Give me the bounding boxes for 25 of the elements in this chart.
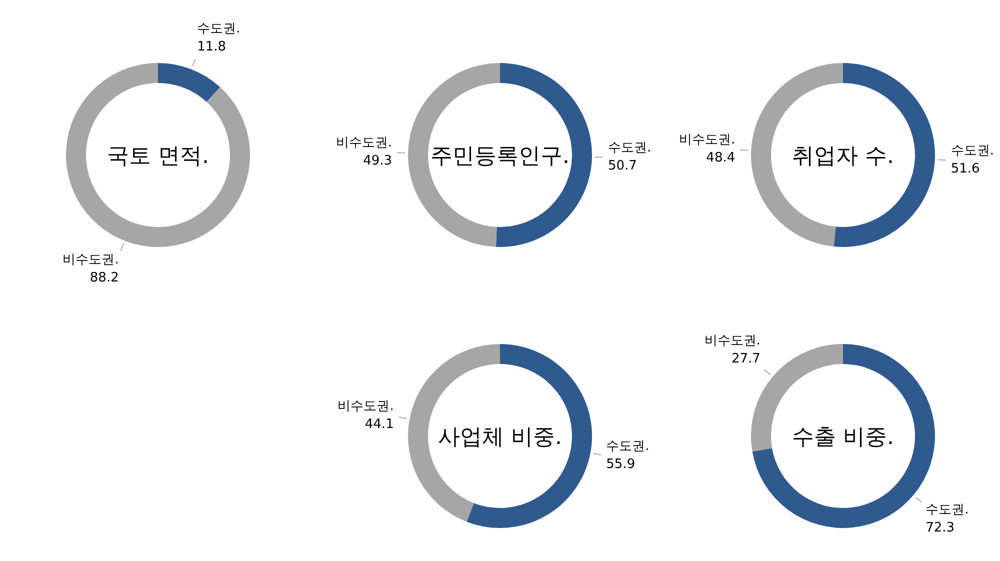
- text: 취업자 수.: [792, 144, 894, 169]
- text: 주민등록인구.: [430, 144, 570, 169]
- data-label: 50.7: [608, 158, 637, 174]
- data-label: 44.1: [364, 417, 394, 432]
- data-label: 27.7: [731, 351, 760, 366]
- slice-label: 비수도권.: [678, 132, 736, 148]
- data-label: 11.8: [197, 39, 226, 54]
- data-label: 51.6: [950, 161, 980, 176]
- slice-label: 비수도권.: [704, 333, 760, 348]
- data-label: 55.9: [606, 456, 636, 472]
- slice-label: 수도권.: [608, 140, 652, 156]
- text: 수출 비중.: [792, 425, 894, 450]
- slice-label: 수도권.: [197, 21, 240, 36]
- data-label: 72.3: [926, 520, 955, 536]
- slice-label: 비수도권.: [336, 136, 392, 151]
- data-label: 49.3: [363, 154, 392, 169]
- slice-label: 비수도권.: [62, 252, 119, 268]
- slice-label: 수도권.: [606, 438, 650, 454]
- data-label: 88.2: [90, 270, 119, 286]
- text: 사업체 비중.: [438, 425, 562, 450]
- text: 국토 면적.: [107, 144, 209, 169]
- slice-label: 수도권.: [950, 143, 994, 158]
- data-label: 48.4: [706, 150, 736, 166]
- slice-label: 수도권.: [926, 502, 969, 518]
- slice-label: 비수도권.: [338, 399, 394, 414]
